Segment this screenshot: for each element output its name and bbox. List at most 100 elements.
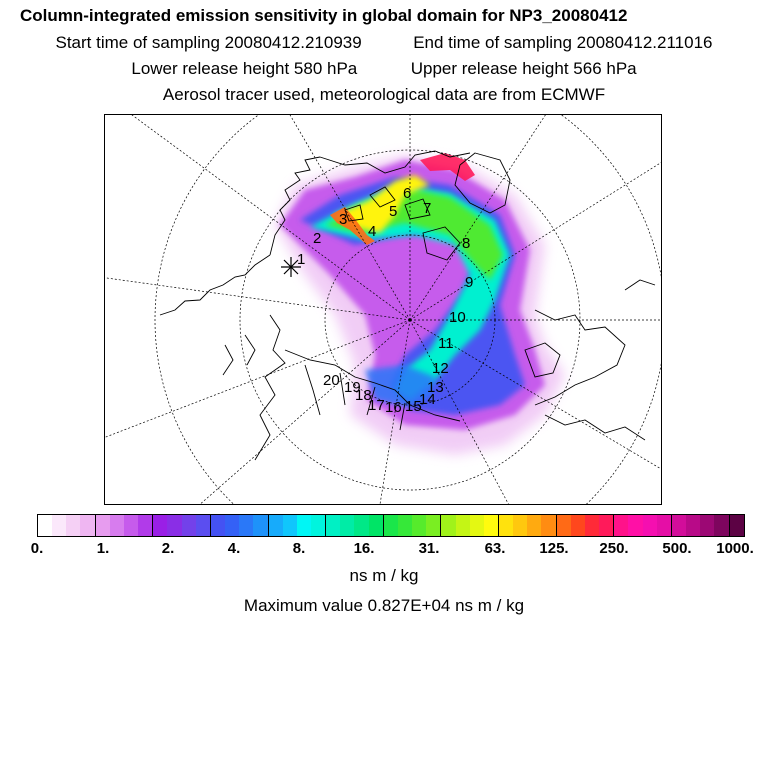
release-point-marker [281,257,301,277]
plume-red [420,153,475,181]
arctic-islands [344,186,431,222]
tick-label: 2. [161,540,175,557]
map-panel: 1 2 3 4 5 6 7 8 9 10 11 12 13 14 15 16 1… [104,114,662,505]
colorbar-segment [728,515,744,536]
north-america-west-coast [269,156,321,256]
colorbar-segment [642,515,657,536]
graticule [105,115,661,504]
colorbar-segment [109,515,124,536]
colorbar-segment [700,515,715,536]
colorbar-segment [267,515,283,536]
tick-label: 63. [484,540,506,557]
colorbar-segment [527,515,542,536]
colorbar-segment [670,515,687,536]
tick-label: 0. [30,540,44,557]
siberia-rivers [304,364,406,431]
maximum-value: Maximum value 0.827E+04 ns m / kg [243,596,525,615]
east-asia-coast [254,314,286,461]
hudson-bay [422,226,461,261]
tick-label: 500. [662,540,692,557]
colorbar-segment [296,515,311,536]
marker-5: 5 [389,203,397,220]
tick-label: 1. [96,540,110,557]
colorbar-segment [225,515,240,536]
greenland-coast [454,152,511,214]
trajectory-markers: 1 2 3 4 5 6 7 8 9 10 11 12 13 14 15 16 1… [297,185,473,416]
marker-17: 17 [368,397,385,414]
mediterranean [544,414,646,441]
marker-3: 3 [339,211,347,228]
colorbar-segment [483,515,498,536]
colorbar-segment [628,515,643,536]
colorbar-segment [38,515,53,536]
colorbar-segment [66,515,81,536]
north-america-north-coast [319,150,471,174]
tick-label: 31. [418,540,440,557]
colorbar-segment [426,515,441,536]
colorbar-segment [613,515,629,536]
sampling-times: Start time of sampling 20080412.210939 E… [0,33,768,53]
colorbar-segment [714,515,729,536]
marker-6: 6 [403,185,411,202]
tick-label: 16. [353,540,375,557]
marker-13: 13 [427,379,444,396]
tick-label: 1000. [716,540,754,557]
asia-north-coast [284,349,461,422]
polar-map: 1 2 3 4 5 6 7 8 9 10 11 12 13 14 15 16 1… [105,115,661,504]
marker-20: 20 [323,372,340,389]
colorbar-segment [469,515,484,536]
colorbar-segment [325,515,341,536]
alaska-aleutian-coast [159,254,271,316]
colorbar-segment [282,515,297,536]
colorbar-segment [656,515,671,536]
coastlines [159,150,656,461]
colorbar-segment [541,515,556,536]
colorbar-segment [412,515,427,536]
plume-yellow [335,175,430,233]
colorbar-segment [397,515,413,536]
marker-14: 14 [419,391,436,408]
marker-11: 11 [438,335,454,352]
colorbar-segment [152,515,168,536]
map-title: Column-integrated emission sensitivity i… [20,6,628,25]
tick-label: 125. [539,540,569,557]
colorbar-segment [599,515,614,536]
marker-10: 10 [449,309,466,326]
tracer-info: Aerosol tracer used, meteorological data… [162,85,606,104]
colorbar-segment [382,515,398,536]
colorbar-segment [570,515,585,536]
plume-orange [330,207,375,245]
colorbar-segment [94,515,110,536]
colorbar-segment [354,515,369,536]
colorbar-segment [123,515,139,536]
marker-19: 19 [344,379,361,396]
marker-15: 15 [405,398,422,415]
marker-18: 18 [355,387,372,404]
sensitivity-plume [275,153,565,455]
scandinavia [524,342,561,378]
colorbar-segment [80,515,95,536]
colorbar-segment [498,515,514,536]
tick-label: 250. [599,540,629,557]
release-heights: Lower release height 580 hPa Upper relea… [0,59,768,79]
start-time: Start time of sampling 20080412.210939 [55,33,362,52]
marker-9: 9 [465,274,473,291]
tick-label: 4. [227,540,241,557]
lower-release-height: Lower release height 580 hPa [131,59,358,78]
colorbar-segment [181,515,196,536]
colorbar-segment [440,515,456,536]
europe-coast [534,309,626,406]
colorbar [37,514,745,537]
marker-4: 4 [368,223,376,240]
colorbar-segment [138,515,153,536]
marker-12: 12 [432,360,449,377]
tick-label: 8. [292,540,306,557]
end-time: End time of sampling 20080412.211016 [413,33,713,52]
colorbar-segment [340,515,355,536]
marker-2: 2 [313,230,321,247]
marker-1: 1 [297,251,305,268]
colorbar-segment [167,515,182,536]
colorbar-segment [368,515,383,536]
marker-8: 8 [462,235,470,252]
marker-7: 7 [423,200,431,217]
